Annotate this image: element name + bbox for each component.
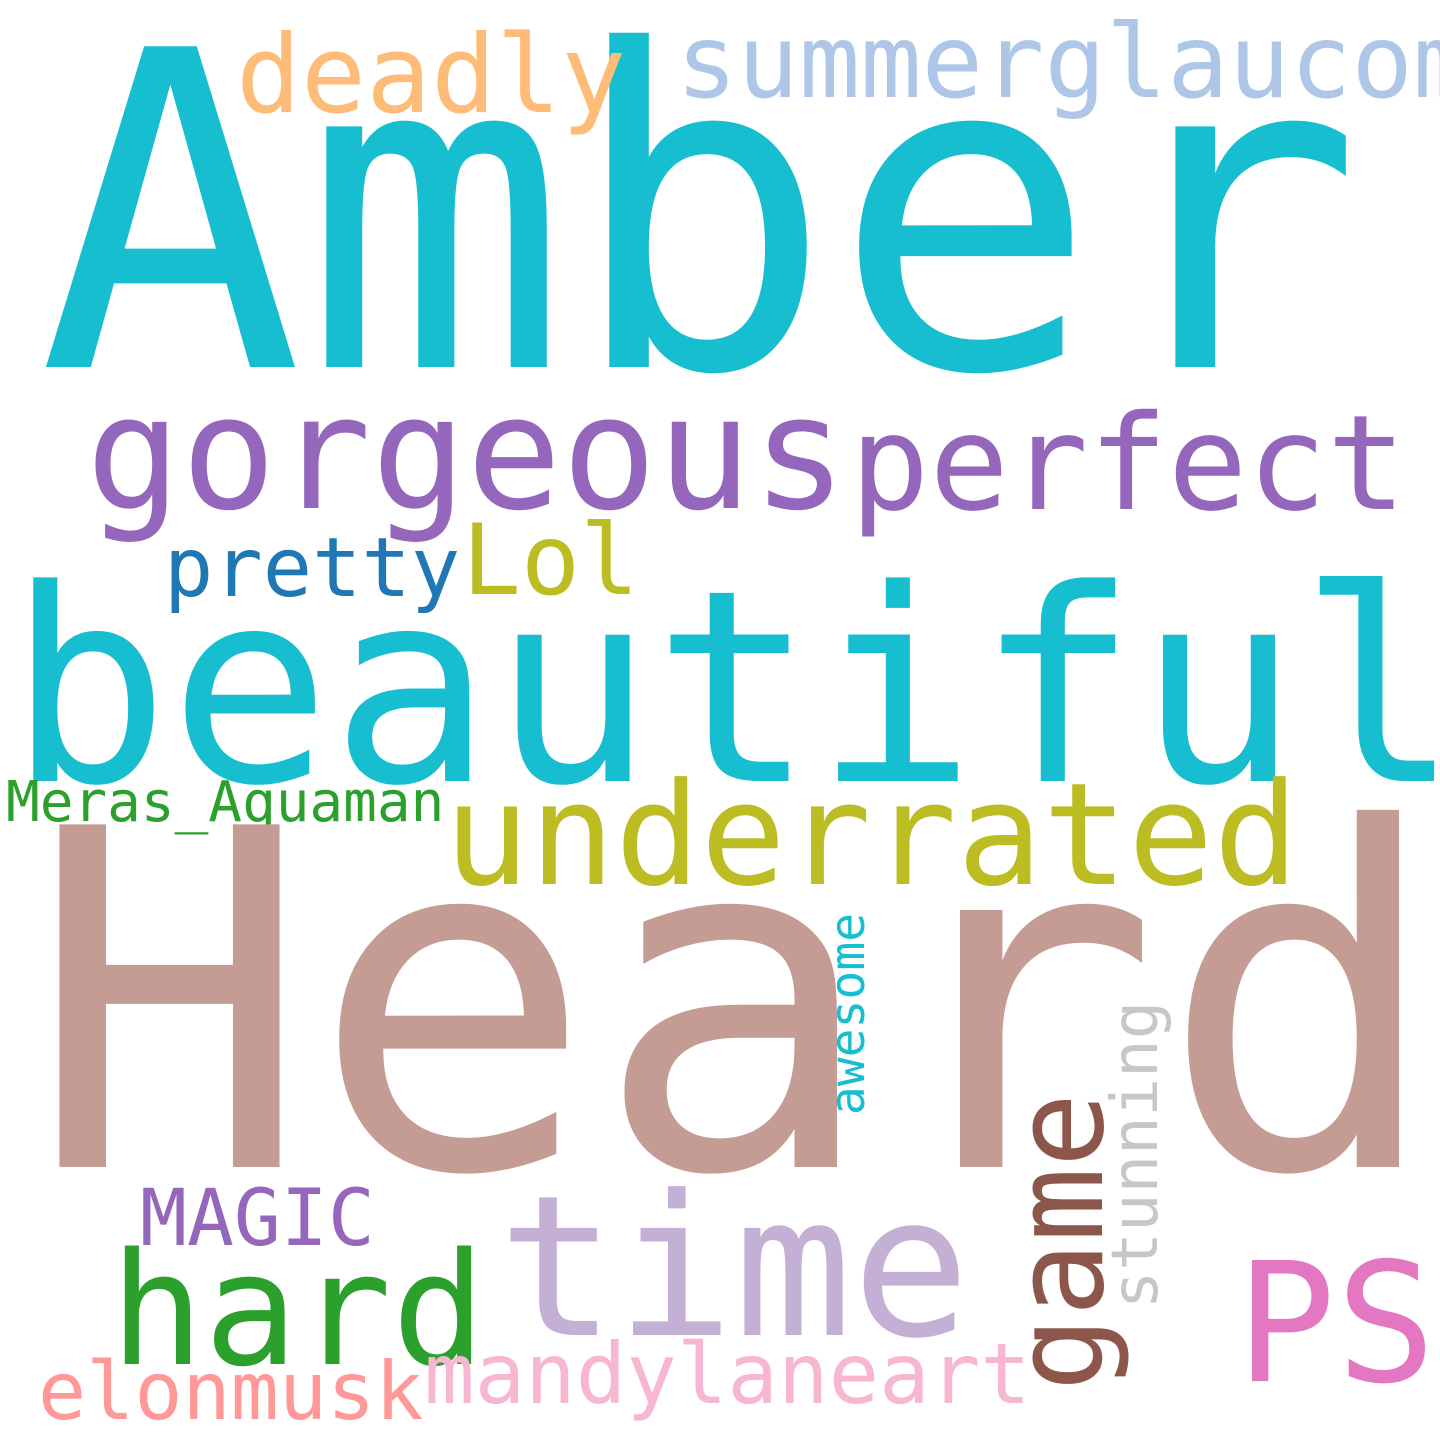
word-beautiful: beautiful (8, 533, 1440, 845)
word-magic: MAGIC (140, 1174, 375, 1264)
word-elonmusk: elonmusk (38, 1345, 424, 1438)
word-heard: Heard (28, 731, 1440, 1278)
word-awesome: awesome (820, 912, 876, 1116)
word-perfect: perfect (850, 387, 1407, 541)
word-ps: PS (1236, 1228, 1436, 1421)
word-hard: hard (110, 1219, 486, 1401)
word-time: time (498, 1154, 971, 1382)
word-pretty: pretty (164, 521, 461, 616)
word-underrated: underrated (444, 753, 1299, 918)
word-gorgeous: gorgeous (86, 362, 847, 546)
word-amber: Amber (38, 0, 1363, 471)
word-meras-aquaman: Meras_Aquaman (6, 770, 445, 835)
word-deadly: deadly (236, 13, 627, 138)
word-mandylaneart: mandylaneart (424, 1325, 1031, 1423)
word-lol: Lol (462, 504, 640, 618)
word-summerglaucom: summerglaucom (676, 3, 1440, 122)
